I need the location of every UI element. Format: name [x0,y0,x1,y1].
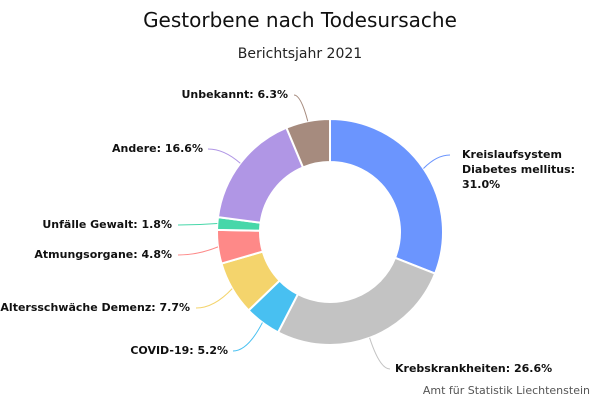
slice-1[interactable] [276,256,437,346]
connector-6 [207,148,241,164]
labels-group: Kreislaufsystem Diabetes mellitus: 31.0% Kr… [0,88,575,375]
slice-label-3: Altersschwäche Demenz: 7.7% [0,301,190,314]
slice-label-5: Unfälle Gewalt: 1.8% [42,218,172,231]
connector-4 [177,246,219,256]
slices-group [216,117,444,346]
slice-label-4: Atmungsorgane: 4.8% [34,248,172,261]
slice-0[interactable] [329,117,444,275]
slice-label-2: COVID-19: 5.2% [130,344,228,357]
slice-label-1: Krebskrankheiten: 26.6% [395,362,552,375]
slice-label-0: Kreislaufsystem Diabetes mellitus: 31.0% [462,148,575,191]
slice-6[interactable] [216,126,305,224]
chart-subtitle: Berichtsjahr 2021 [238,46,362,62]
connector-7 [293,94,309,122]
connector-2 [232,322,263,352]
connector-5 [177,222,218,226]
slice-label-7: Unbekannt: 6.3% [182,88,289,101]
chart-title: Gestorbene nach Todesursache [143,8,457,32]
slice-7[interactable] [285,117,331,169]
slice-label-6: Andere: 16.6% [112,142,203,155]
connector-0 [423,154,451,169]
connector-3 [195,288,233,309]
connector-1 [369,337,391,370]
chart-credit: Amt für Statistik Liechtenstein [423,384,590,397]
